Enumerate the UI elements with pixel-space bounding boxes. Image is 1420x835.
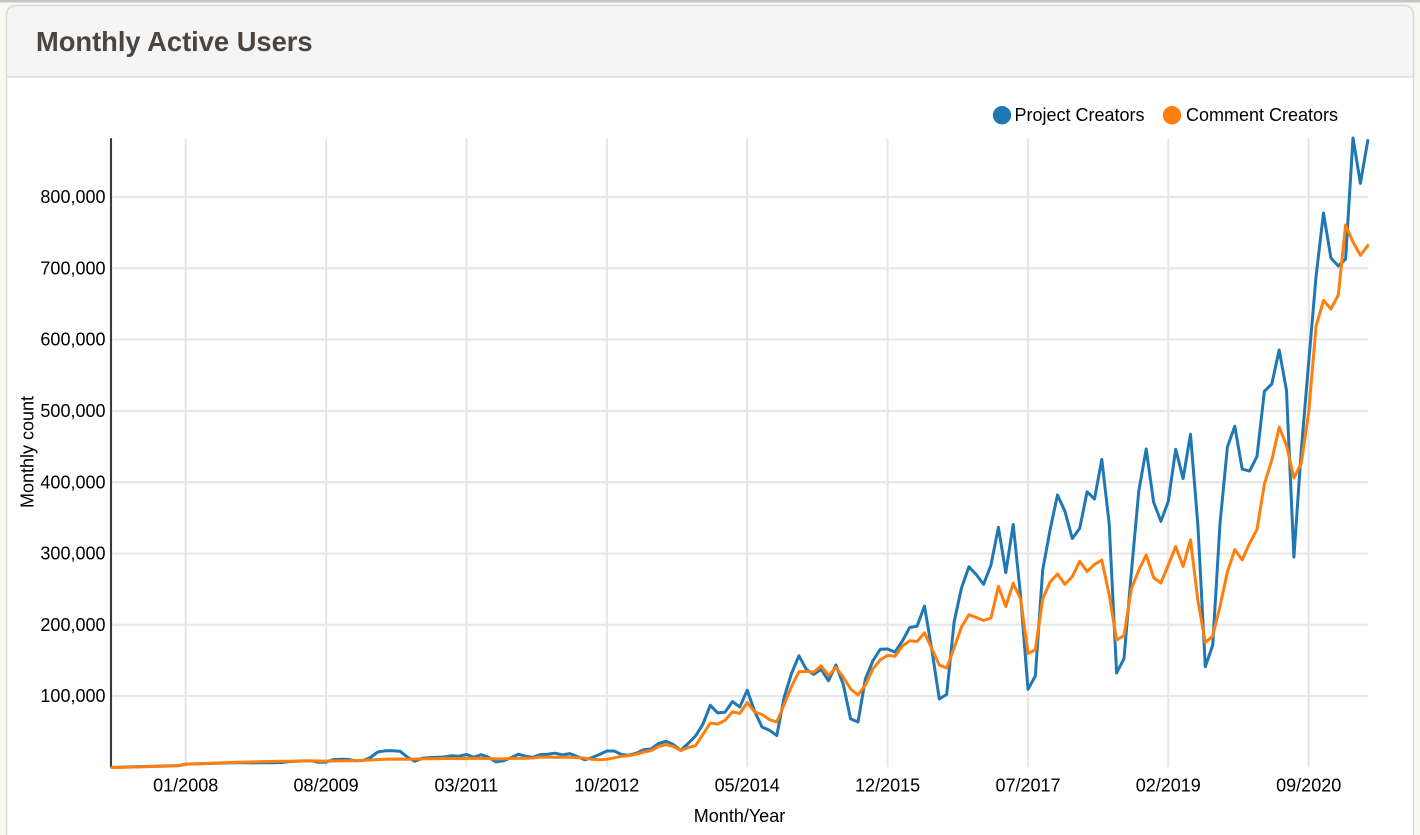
- svg-text:03/2011: 03/2011: [435, 776, 499, 796]
- svg-text:Monthly Active Users: Monthly Active Users: [36, 26, 313, 57]
- svg-text:400,000: 400,000: [40, 472, 105, 492]
- svg-text:12/2015: 12/2015: [855, 776, 920, 796]
- svg-text:08/2009: 08/2009: [294, 776, 359, 796]
- svg-text:07/2017: 07/2017: [995, 776, 1060, 796]
- svg-text:05/2014: 05/2014: [715, 776, 780, 796]
- svg-text:Comment Creators: Comment Creators: [1186, 105, 1338, 125]
- svg-text:09/2020: 09/2020: [1276, 776, 1341, 796]
- svg-text:500,000: 500,000: [40, 401, 105, 421]
- svg-text:600,000: 600,000: [40, 330, 105, 350]
- svg-text:300,000: 300,000: [40, 544, 105, 564]
- svg-text:Monthly count: Monthly count: [18, 396, 38, 508]
- svg-text:10/2012: 10/2012: [574, 776, 639, 796]
- svg-text:100,000: 100,000: [40, 686, 105, 706]
- svg-text:Project Creators: Project Creators: [1015, 105, 1145, 125]
- svg-text:200,000: 200,000: [40, 615, 105, 635]
- svg-text:02/2019: 02/2019: [1136, 776, 1201, 796]
- svg-text:700,000: 700,000: [40, 258, 105, 278]
- svg-text:Month/Year: Month/Year: [694, 806, 785, 826]
- svg-text:800,000: 800,000: [40, 187, 105, 207]
- svg-text:01/2008: 01/2008: [153, 776, 218, 796]
